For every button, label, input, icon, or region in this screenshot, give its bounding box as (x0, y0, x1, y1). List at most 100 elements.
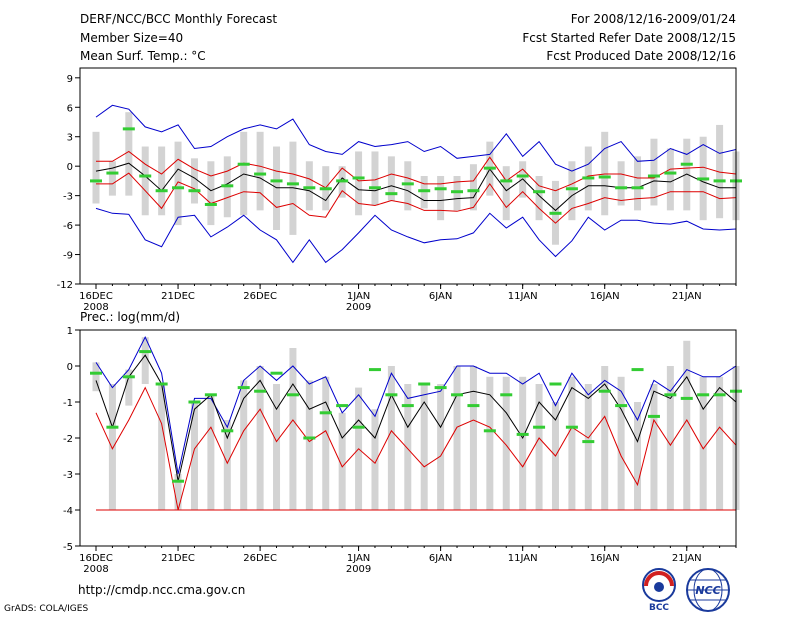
max-line (95, 336, 737, 475)
mean-marker-10 (237, 162, 250, 166)
mean-marker-12 (270, 371, 283, 375)
mean-marker-32 (598, 389, 611, 393)
fcst-started-date-label: Fcst Started Refer Date 2008/12/15 (522, 31, 736, 45)
spread-bar-2 (108, 161, 116, 196)
mean-marker-37 (680, 162, 693, 166)
mean-marker-27 (516, 174, 529, 178)
spread-bar-16 (338, 412, 346, 510)
mean-marker-26 (500, 179, 513, 183)
spread-bar-5 (158, 146, 166, 216)
mean-marker-28 (533, 190, 546, 194)
mean-marker-15 (319, 411, 332, 415)
y-tick-label: -1 (63, 398, 73, 409)
y-tick-label: -2 (63, 434, 73, 445)
x-year-label: 2008 (83, 564, 108, 575)
y-tick-label: 3 (67, 133, 73, 144)
mean-marker-1 (90, 179, 102, 183)
mean-marker-13 (286, 182, 299, 186)
mean-marker-35 (647, 414, 660, 418)
spread-bar-30 (568, 161, 576, 221)
mean-marker-23 (451, 190, 464, 194)
spread-bar-37 (683, 340, 691, 510)
fcst-produced-date-label: Fcst Produced Date 2008/12/16 (546, 49, 736, 63)
mean-marker-14 (303, 186, 316, 190)
mean-marker-17 (352, 425, 365, 429)
spread-bar-34 (634, 402, 642, 510)
y-tick-label: -9 (63, 251, 73, 262)
max-line (95, 104, 737, 172)
spread-bar-11 (256, 366, 264, 510)
spread-bar-15 (322, 376, 330, 510)
mean-marker-16 (336, 179, 349, 183)
mean-marker-16 (336, 404, 349, 408)
mean-marker-9 (221, 429, 234, 433)
x-tick-label: 21DEC (161, 291, 195, 302)
mean-marker-6 (172, 186, 185, 190)
mean-marker-35 (647, 174, 660, 178)
spread-bar-5 (158, 384, 166, 510)
spread-bar-35 (650, 384, 658, 510)
x-tick-label: 6JAN (429, 553, 452, 564)
spread-bar-33 (617, 376, 625, 510)
spread-bar-4 (141, 146, 149, 216)
spread-bar-35 (650, 138, 658, 206)
mean-marker-8 (204, 202, 217, 206)
mean-line (95, 354, 737, 482)
spread-bar-27 (519, 376, 527, 510)
member-size-label: Member Size=40 (80, 31, 184, 45)
spread-bar-2 (108, 384, 116, 510)
spread-bar-9 (223, 420, 231, 510)
mean-line (95, 162, 736, 212)
spread-bar-7 (190, 158, 198, 204)
y-tick-label: -6 (63, 221, 73, 232)
mean-marker-39 (713, 393, 726, 397)
top-panel-variable-label: Mean Surf. Temp.: °C (80, 49, 206, 63)
x-tick-label: 6JAN (429, 291, 452, 302)
mean-marker-2 (106, 425, 119, 429)
mean-marker-17 (352, 176, 365, 180)
spread-bar-38 (699, 376, 707, 510)
x-year-label: 2008 (83, 302, 108, 313)
mean-marker-29 (549, 211, 562, 215)
lower-line (96, 172, 737, 224)
mean-marker-22 (434, 386, 447, 390)
spread-bar-24 (469, 164, 477, 211)
x-tick-label: 16JAN (590, 553, 620, 564)
mean-marker-11 (254, 172, 267, 176)
spread-bar-25 (486, 376, 494, 510)
mean-marker-36 (664, 171, 677, 175)
mean-marker-1 (90, 371, 102, 375)
y-tick-label: 1 (67, 326, 73, 337)
spread-bar-34 (634, 156, 642, 211)
x-tick-label: 26DEC (243, 291, 277, 302)
mean-marker-13 (286, 393, 299, 397)
spread-bar-6 (174, 141, 182, 226)
bcc-logo-text: BCC (649, 603, 669, 612)
x-tick-label: 11JAN (508, 553, 538, 564)
mean-marker-19 (385, 192, 398, 196)
y-tick-label: -3 (63, 470, 73, 481)
mean-marker-32 (598, 175, 611, 179)
mean-marker-25 (483, 429, 496, 433)
y-tick-label: 9 (67, 74, 73, 85)
mean-marker-34 (631, 368, 644, 372)
spread-bar-3 (125, 112, 133, 196)
mean-marker-5 (155, 189, 168, 193)
mean-marker-7 (188, 400, 201, 404)
spread-bar-23 (453, 366, 461, 510)
spread-bar-4 (141, 337, 149, 384)
mean-marker-25 (483, 166, 496, 170)
spread-bar-26 (502, 166, 510, 221)
source-url[interactable]: http://cmdp.ncc.cma.gov.cn (78, 583, 246, 597)
ncc-logo-text: NCC (695, 584, 720, 597)
mean-marker-18 (368, 368, 381, 372)
spread-bar-20 (404, 384, 412, 510)
lower-line (95, 386, 737, 511)
mean-marker-33 (615, 186, 628, 190)
x-year-label: 2009 (346, 302, 371, 313)
mean-marker-3 (122, 127, 135, 131)
grads-credit: GrADS: COLA/IGES (4, 604, 89, 614)
mean-marker-7 (188, 189, 201, 193)
